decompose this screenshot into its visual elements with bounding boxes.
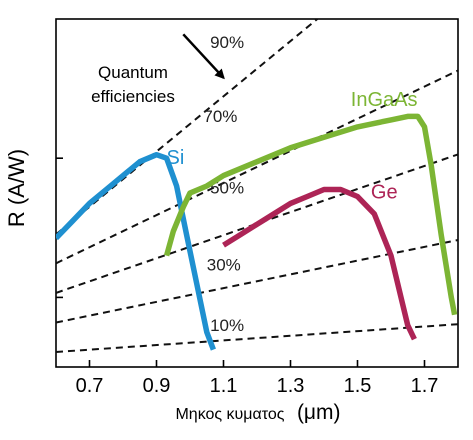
x-tick-label: 1.5	[344, 375, 372, 397]
x-tick-label: 0.9	[143, 375, 171, 397]
x-axis-tick-labels: 0.7 0.9 1.1 1.3 1.5 1.7	[76, 375, 439, 397]
series-label-ingaas: InGaAs	[351, 89, 418, 111]
efficiency-label: 50%	[210, 178, 244, 197]
x-tick-label: 1.1	[210, 375, 238, 397]
series-line-si	[56, 151, 216, 351]
x-axis-ticks	[88, 360, 426, 367]
annotation-arrow	[182, 33, 225, 80]
x-tick-label: 1.3	[277, 375, 305, 397]
quantum-efficiency-labels: 10% 30% 50% 70% 90%	[203, 33, 244, 335]
quantum-efficiencies-annotation: Quantum efficiencies	[91, 33, 225, 106]
efficiency-line-70pct	[56, 69, 458, 265]
x-tick-label: 0.7	[76, 375, 104, 397]
annotation-line-2: efficiencies	[91, 87, 175, 106]
efficiency-line-10pct	[56, 323, 458, 353]
series-line-ge	[222, 186, 417, 341]
efficiency-label: 10%	[210, 316, 244, 335]
y-axis-ticks	[56, 157, 63, 299]
x-axis-title: Μηκος κυματος (μm)	[175, 401, 340, 424]
x-axis-title-text: Μηκος κυματος	[175, 406, 284, 423]
efficiency-line-50pct	[56, 153, 458, 294]
efficiency-label: 30%	[207, 255, 241, 274]
x-tick-label: 1.7	[411, 375, 439, 397]
x-axis-title-unit: (μm)	[297, 401, 341, 424]
efficiency-label: 70%	[203, 107, 237, 126]
efficiency-label: 90%	[210, 33, 244, 52]
series-line-ingaas	[163, 113, 458, 316]
series-curves	[56, 113, 458, 351]
series-label-si: Si	[167, 147, 185, 169]
efficiency-line-90pct	[56, 19, 318, 236]
series-labels: Si InGaAs Ge	[167, 89, 418, 204]
plot-frame	[55, 18, 459, 368]
y-axis-title: R (A/W)	[4, 149, 29, 227]
annotation-line-1: Quantum	[98, 63, 168, 82]
series-label-ge: Ge	[371, 182, 398, 204]
